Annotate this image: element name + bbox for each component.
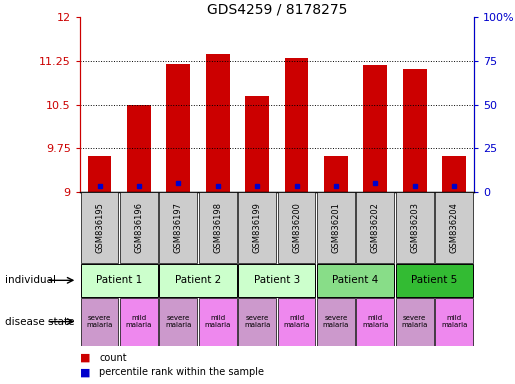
- Bar: [285, 58, 308, 192]
- Text: GSM836203: GSM836203: [410, 202, 419, 253]
- Text: GSM836200: GSM836200: [292, 202, 301, 253]
- Bar: [396, 298, 434, 346]
- Bar: [160, 192, 197, 263]
- Text: mild
malaria: mild malaria: [204, 315, 231, 328]
- Bar: [206, 54, 230, 192]
- Text: GSM836201: GSM836201: [332, 202, 340, 253]
- Text: count: count: [99, 353, 127, 363]
- Text: Patient 3: Patient 3: [254, 275, 300, 285]
- Bar: [120, 192, 158, 263]
- Bar: [199, 298, 236, 346]
- Bar: [238, 264, 315, 297]
- Bar: [396, 192, 434, 263]
- Bar: [435, 192, 473, 263]
- Bar: [81, 264, 158, 297]
- Bar: [199, 192, 236, 263]
- Bar: [317, 264, 394, 297]
- Text: mild
malaria: mild malaria: [362, 315, 388, 328]
- Text: ■: ■: [80, 367, 90, 377]
- Text: percentile rank within the sample: percentile rank within the sample: [99, 367, 264, 377]
- Text: severe
malaria: severe malaria: [87, 315, 113, 328]
- Bar: [120, 298, 158, 346]
- Text: GSM836195: GSM836195: [95, 202, 104, 253]
- Text: mild
malaria: mild malaria: [441, 315, 467, 328]
- Text: GSM836196: GSM836196: [134, 202, 143, 253]
- Bar: [278, 298, 315, 346]
- Text: individual: individual: [5, 275, 56, 285]
- Text: severe
malaria: severe malaria: [402, 315, 428, 328]
- Bar: [81, 298, 118, 346]
- Bar: [245, 96, 269, 192]
- Text: mild
malaria: mild malaria: [283, 315, 310, 328]
- Bar: [127, 105, 151, 192]
- Bar: [238, 192, 276, 263]
- Text: GSM836199: GSM836199: [253, 202, 262, 253]
- Bar: [160, 264, 236, 297]
- Title: GDS4259 / 8178275: GDS4259 / 8178275: [207, 2, 347, 16]
- Bar: [238, 298, 276, 346]
- Text: Patient 4: Patient 4: [333, 275, 379, 285]
- Text: GSM836198: GSM836198: [213, 202, 222, 253]
- Bar: [442, 156, 466, 192]
- Text: GSM836202: GSM836202: [371, 202, 380, 253]
- Text: ■: ■: [80, 353, 90, 363]
- Text: severe
malaria: severe malaria: [244, 315, 270, 328]
- Bar: [435, 298, 473, 346]
- Bar: [278, 192, 315, 263]
- Text: GSM836197: GSM836197: [174, 202, 183, 253]
- Bar: [160, 298, 197, 346]
- Bar: [364, 65, 387, 192]
- Text: severe
malaria: severe malaria: [165, 315, 192, 328]
- Bar: [81, 192, 118, 263]
- Text: Patient 5: Patient 5: [411, 275, 457, 285]
- Bar: [324, 156, 348, 192]
- Bar: [317, 192, 355, 263]
- Text: severe
malaria: severe malaria: [323, 315, 349, 328]
- Bar: [356, 298, 394, 346]
- Bar: [88, 156, 111, 192]
- Bar: [166, 64, 190, 192]
- Bar: [356, 192, 394, 263]
- Text: Patient 1: Patient 1: [96, 275, 142, 285]
- Text: Patient 2: Patient 2: [175, 275, 221, 285]
- Text: GSM836204: GSM836204: [450, 202, 458, 253]
- Text: mild
malaria: mild malaria: [126, 315, 152, 328]
- Bar: [317, 298, 355, 346]
- Bar: [396, 264, 473, 297]
- Text: disease state: disease state: [5, 316, 75, 327]
- Bar: [403, 68, 426, 192]
